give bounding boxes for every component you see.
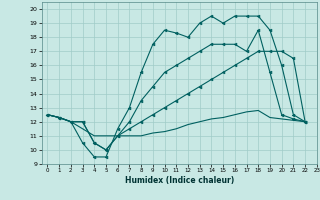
X-axis label: Humidex (Indice chaleur): Humidex (Indice chaleur) [124, 176, 234, 185]
